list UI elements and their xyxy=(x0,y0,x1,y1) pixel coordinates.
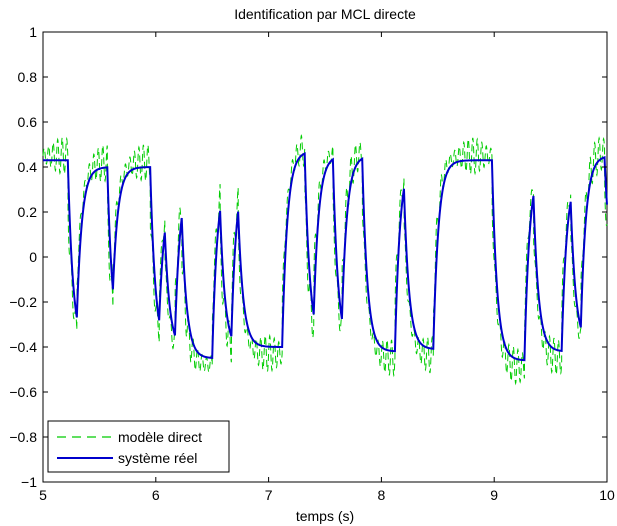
chart-title: Identification par MCL directe xyxy=(234,6,416,22)
y-tick-label: −0.6 xyxy=(9,384,37,400)
y-tick-label: −1 xyxy=(21,474,37,490)
y-tick-label: 1 xyxy=(29,24,37,40)
series-layer xyxy=(42,134,608,386)
legend-label-systeme-reel: système réel xyxy=(118,450,197,466)
y-tick-label: 0.4 xyxy=(18,159,38,175)
y-tick-label: 0.6 xyxy=(18,114,38,130)
ticks-layer: 5 6 7 8 9 10 −1 −0.8 −0.6 −0.4 −0.2 0 0.2 0.4 0.6 0.8 1 xyxy=(9,24,615,503)
x-tick-label: 7 xyxy=(265,487,273,503)
y-tick-label: 0.8 xyxy=(18,69,38,85)
x-tick-label: 10 xyxy=(599,487,615,503)
legend: modèle direct système réel xyxy=(47,420,230,473)
y-tick-label: −0.8 xyxy=(9,429,37,445)
plot-area: 5 6 7 8 9 10 −1 −0.8 −0.6 −0.4 −0.2 0 0.2 0.4 0.6 0.8 1 xyxy=(9,24,615,503)
x-tick-label: 6 xyxy=(152,487,160,503)
y-tick-label: 0 xyxy=(29,249,37,265)
legend-label-modele-direct: modèle direct xyxy=(118,429,202,445)
series-line-modele-direct xyxy=(42,134,608,386)
legend-box xyxy=(47,420,230,473)
y-tick-label: 0.2 xyxy=(18,204,38,220)
y-tick-label: −0.4 xyxy=(9,339,37,355)
y-tick-label: −0.2 xyxy=(9,294,37,310)
series-line-systeme-reel xyxy=(43,152,608,362)
x-tick-label: 5 xyxy=(39,487,47,503)
x-tick-label: 9 xyxy=(490,487,498,503)
x-axis-label: temps (s) xyxy=(296,508,354,524)
x-tick-label: 8 xyxy=(378,487,386,503)
